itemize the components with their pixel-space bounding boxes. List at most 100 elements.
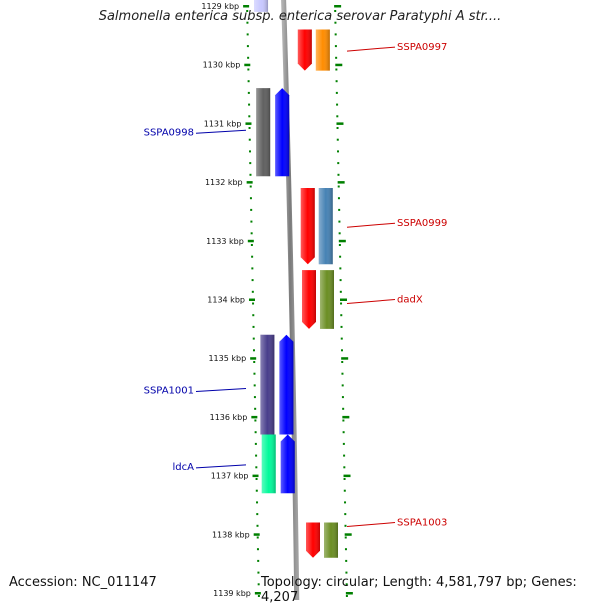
- gene-arrow-g-sspa0999: [318, 187, 333, 265]
- ruler-dot: [335, 91, 338, 94]
- ruler-dot: [250, 220, 253, 223]
- ruler-dot: [344, 501, 347, 504]
- ruler-dot: [343, 454, 346, 457]
- topology-text: Topology: circular; Length: 4,581,797 bp…: [261, 575, 577, 605]
- ruler-dot: [336, 127, 339, 129]
- ruler-dot: [253, 361, 256, 363]
- ruler-dot: [334, 21, 337, 24]
- ruler-dot: [336, 115, 339, 118]
- svg-text:SSPA0998: SSPA0998: [144, 127, 194, 138]
- ruler-dot: [344, 536, 347, 539]
- ruler-major-tick: [335, 63, 343, 67]
- ruler-dot: [343, 466, 346, 469]
- gene-arrow-g-sspa1001: [279, 334, 294, 435]
- ruler-major-tick: [254, 592, 261, 595]
- ruler-tick-label: 1136 kbp: [210, 413, 248, 422]
- ruler-major-tick: [337, 181, 345, 184]
- gene-arrow-g-sspa1003-a: [306, 522, 321, 558]
- svg-text:SSPA0997: SSPA0997: [397, 42, 447, 53]
- ruler-dot: [253, 372, 256, 375]
- ruler-dot: [338, 208, 341, 211]
- ruler-dot: [254, 431, 257, 434]
- gene-labels-layer: SSPA0997 SSPA0998 SSPA0999 dadX SSPA1001 ldcA…: [144, 42, 448, 528]
- ruler-dot: [255, 478, 258, 480]
- ruler-dot: [335, 80, 338, 83]
- ruler-major-tick: [344, 533, 352, 536]
- ruler-dot: [252, 337, 255, 340]
- ruler-tick-label: 1137 kbp: [211, 472, 249, 481]
- ruler-right-dots: [334, 5, 353, 597]
- gene-arrow-g-sspa0999-a: [300, 187, 315, 265]
- ruler-dot: [338, 244, 341, 246]
- ruler-dot: [250, 208, 253, 211]
- ruler-left-dots: [243, 5, 261, 597]
- ruler-tick-label: 1134 kbp: [207, 296, 245, 305]
- ruler-dot: [254, 442, 257, 445]
- gene-label-lbl-sspa0998: SSPA0998: [144, 127, 247, 138]
- svg-text:SSPA1003: SSPA1003: [397, 518, 447, 529]
- gene-arrow-g-ldca-teal: [261, 434, 276, 494]
- ruler-dot: [256, 548, 259, 551]
- ruler-dot: [340, 337, 343, 340]
- ruler-dot: [248, 115, 251, 118]
- ruler-dot: [252, 314, 255, 317]
- ruler-major-tick: [343, 474, 351, 478]
- ruler-dot: [334, 10, 337, 12]
- ruler-dot: [253, 384, 256, 387]
- ruler-dot: [246, 21, 249, 24]
- ruler-dot: [337, 162, 340, 165]
- ruler-dot: [345, 559, 348, 562]
- svg-text:SSPA0999: SSPA0999: [397, 218, 447, 229]
- ruler-dot: [336, 103, 339, 106]
- gene-arrow-g-sspa0998-grey: [256, 88, 271, 177]
- ruler-dot: [343, 489, 346, 492]
- ruler-dot: [343, 478, 346, 480]
- ruler-dot: [340, 349, 343, 352]
- ruler-dot: [246, 45, 249, 48]
- ruler-major-tick: [251, 415, 258, 419]
- ruler-dot: [252, 325, 255, 328]
- ruler-dot: [338, 220, 341, 223]
- ruler-dot: [339, 290, 342, 293]
- gene-arrow-g-sspa0998: [275, 88, 290, 177]
- gene-label-lbl-dadx: dadX: [346, 295, 423, 306]
- ruler-dot: [249, 162, 252, 165]
- ruler-dot: [340, 325, 343, 328]
- ruler-major-tick: [247, 239, 254, 243]
- gene-arrow-g-top-reverse: [254, 0, 269, 12]
- ruler-dot: [344, 513, 347, 516]
- ruler-dot: [334, 33, 337, 36]
- ruler-dot: [342, 431, 345, 434]
- gene-arrow-g-sspa0997: [315, 29, 330, 71]
- ruler-dot: [254, 407, 257, 410]
- ruler-major-tick: [334, 5, 342, 8]
- ruler-dot: [345, 595, 348, 597]
- ruler-dot: [249, 197, 252, 200]
- ruler-dot: [251, 290, 254, 293]
- ruler-dot: [344, 548, 347, 551]
- ruler-dot: [341, 396, 344, 399]
- gene-arrow-g-sspa1001-purple: [260, 334, 275, 435]
- ruler-dot: [252, 349, 255, 352]
- ruler-dot: [257, 571, 260, 574]
- ruler-dot: [340, 314, 343, 317]
- svg-text:ldcA: ldcA: [173, 462, 195, 473]
- ruler-dot: [340, 302, 343, 305]
- ruler-major-tick: [245, 122, 252, 125]
- gene-label-lbl-sspa1003: SSPA1003: [346, 518, 447, 529]
- ruler-dot: [339, 267, 342, 270]
- gene-arrow-g-sspa1003: [324, 522, 339, 558]
- ruler-tick-labels: 1129 kbp 1130 kbp 1131 kbp 1132 kbp 1133 kbp…: [201, 2, 250, 598]
- ruler-dot: [256, 501, 259, 504]
- ruler-dot: [337, 173, 340, 176]
- ruler-dot: [247, 80, 250, 83]
- ruler-dot: [253, 396, 256, 399]
- ruler-major-tick: [244, 63, 251, 67]
- ruler-dot: [256, 524, 259, 527]
- svg-text:SSPA1001: SSPA1001: [144, 386, 194, 397]
- ruler-dot: [254, 419, 257, 422]
- ruler-dot: [337, 150, 340, 153]
- ruler-dot: [341, 384, 344, 387]
- ruler-major-tick: [252, 474, 259, 478]
